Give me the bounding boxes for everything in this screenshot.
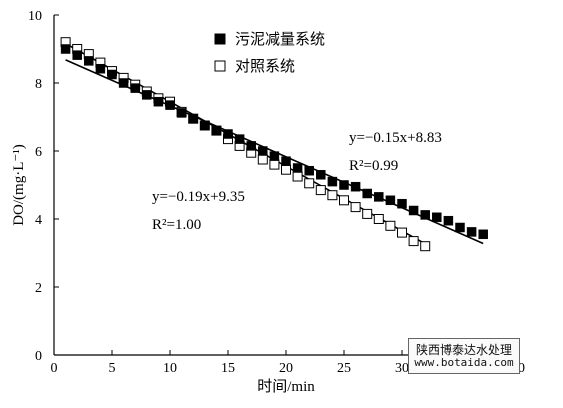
- legend-marker: [214, 33, 226, 45]
- watermark: 陕西博泰达水处理 www.botaida.com: [408, 338, 520, 374]
- data-point-filled: [443, 215, 454, 226]
- data-point-filled: [60, 44, 71, 54]
- data-point-open: [408, 236, 419, 247]
- data-point-filled: [153, 96, 164, 107]
- data-point-filled: [165, 100, 175, 110]
- legend-label: 对照系统: [235, 58, 295, 75]
- data-point-filled: [466, 227, 477, 237]
- watermark-url: www.botaida.com: [414, 356, 514, 369]
- legend-marker: [214, 60, 226, 72]
- data-point-filled: [316, 170, 326, 180]
- y-axis-label: DO/(mg·L⁻¹): [11, 144, 27, 226]
- data-point-open: [257, 154, 268, 165]
- data-point-filled: [118, 78, 129, 88]
- data-point-filled: [374, 192, 384, 202]
- fit-annotations: y=−0.15x+8.83 R²=0.99 y=−0.19x+9.35 R²=1.00: [152, 130, 442, 233]
- data-point-filled: [478, 229, 488, 240]
- data-point-filled: [385, 195, 396, 206]
- data-point-open: [385, 220, 396, 231]
- data-point-open: [292, 171, 303, 182]
- x-tick-label: 5: [109, 361, 116, 376]
- data-point-filled: [269, 151, 280, 161]
- x-tick-label: 10: [163, 361, 177, 376]
- fit-r-squared: R²=1.00: [152, 217, 201, 233]
- x-axis-label: 时间/min: [257, 378, 315, 395]
- data-point-filled: [176, 108, 187, 118]
- data-point-filled: [246, 141, 256, 151]
- fit-equation: y=−0.19x+9.35: [152, 189, 245, 205]
- data-point-filled: [432, 212, 442, 223]
- data-point-open: [350, 202, 361, 213]
- data-point-open: [315, 185, 326, 196]
- data-point-filled: [84, 56, 94, 66]
- watermark-text: 陕西博泰达水处理: [415, 343, 512, 357]
- fit-r-squared: R²=0.99: [349, 158, 398, 174]
- data-point-filled: [362, 188, 372, 199]
- axis-labels: 时间/min DO/(mg·L⁻¹): [11, 144, 315, 395]
- data-point-filled: [327, 176, 338, 187]
- data-point-open: [420, 241, 431, 252]
- x-tick-label: 25: [337, 361, 351, 376]
- data-point-filled: [339, 180, 349, 190]
- data-point-open: [327, 190, 338, 201]
- data-point-open: [339, 195, 349, 206]
- data-point-filled: [281, 156, 291, 166]
- data-point-filled: [188, 113, 198, 124]
- legend-label: 污泥减量系统: [235, 31, 325, 48]
- data-point-filled: [223, 129, 233, 139]
- data-point-filled: [350, 181, 361, 192]
- data-point-filled: [258, 146, 268, 156]
- data-point-filled: [95, 63, 106, 74]
- data-point-filled: [234, 134, 245, 144]
- data-point-filled: [200, 120, 210, 131]
- x-tick-label: 15: [221, 361, 235, 376]
- data-point-filled: [455, 222, 465, 233]
- data-point-open: [281, 164, 291, 175]
- data-point-filled: [211, 125, 222, 136]
- data-point-filled: [72, 50, 82, 60]
- data-point-filled: [408, 205, 419, 216]
- data-point-filled: [107, 69, 117, 80]
- y-tick-label: 0: [35, 349, 42, 364]
- y-tick-label: 10: [28, 9, 42, 24]
- y-tick-label: 6: [35, 145, 42, 160]
- data-point-filled: [292, 163, 303, 173]
- y-tick-label: 4: [35, 213, 42, 228]
- data-point-open: [269, 159, 280, 170]
- data-point-open: [304, 178, 315, 189]
- data-point-open: [373, 214, 384, 224]
- data-point-open: [397, 227, 407, 238]
- y-tick-label: 2: [35, 281, 42, 296]
- data-point-filled: [304, 165, 314, 176]
- data-point-filled: [397, 198, 407, 209]
- data-point-filled: [142, 90, 152, 100]
- data-points: [60, 37, 488, 252]
- fit-equation: y=−0.15x+8.83: [349, 130, 442, 146]
- x-tick-label: 30: [395, 361, 409, 376]
- data-point-open: [362, 208, 373, 219]
- data-point-filled: [130, 83, 140, 93]
- x-tick-label: 20: [279, 361, 293, 376]
- y-tick-label: 8: [35, 77, 42, 92]
- x-tick-label: 0: [51, 361, 58, 376]
- data-point-filled: [420, 210, 430, 220]
